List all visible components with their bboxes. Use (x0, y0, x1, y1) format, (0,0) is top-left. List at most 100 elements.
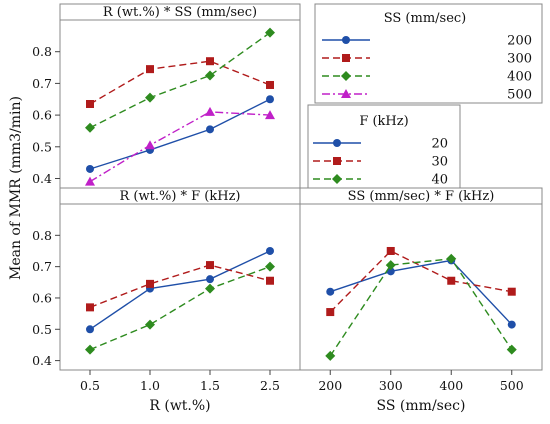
panel-bottom-right-series-30-point (507, 287, 516, 296)
legend-ss-entries: 200 300 400 500 (322, 34, 532, 103)
legend-ss-entry-label: 300 (507, 52, 532, 67)
panel-bottom-right-series-20-line (330, 259, 513, 326)
panel-bottom-left-series-group (85, 246, 275, 355)
panel-top-left-series-500-line (89, 111, 271, 183)
panel-bottom-right-frame (299, 187, 543, 371)
legend-ss-entry: 400 (322, 70, 532, 85)
panel-bottom-left-series-40-point (85, 344, 95, 355)
panel-bottom-left-ytick-label: 0.6 (32, 290, 52, 305)
panel-bottom-left-frame (59, 187, 301, 371)
panel-bottom-right-series-20-point (326, 287, 335, 296)
panel-top-left-series-200-point (86, 164, 94, 173)
panel-bottom-left-series-40-point (265, 261, 275, 272)
panel-bottom-left-series-20-line (89, 250, 271, 330)
panel-top-left-series-500-point (205, 106, 215, 116)
legend-f-box (307, 104, 461, 189)
panel-top-left-title: R (wt.%) * SS (mm/sec) (103, 5, 257, 20)
panel-bottom-right-series-40-point (385, 260, 396, 271)
y-axis-label: Mean of MMR (mm3/min) (8, 96, 24, 280)
legend-ss-entry: 200 (322, 34, 532, 49)
panel-bottom-right-series-40-line (329, 258, 513, 357)
legend-f-entry: 20 (313, 137, 448, 152)
panel-top-left-title-strip (59, 3, 301, 21)
legend-ss-entry-label: 500 (507, 88, 532, 103)
legend-ss-box (314, 3, 543, 104)
legend-ss-entry-marker (342, 36, 350, 44)
panel-top-left-series-400-point (205, 70, 215, 81)
panel-bottom-left-series-30-point (206, 261, 214, 270)
panel-bottom-left-series-30-line (89, 264, 271, 309)
panel-top-left-series-200-point (266, 95, 274, 104)
legend-ss-entry-marker (341, 89, 351, 98)
panel-bottom-right-series-30-point (386, 246, 395, 255)
panel-bottom-right-series-40-point (506, 344, 517, 355)
legend-ss: SS (mm/sec) 200 300 400 500 (314, 3, 543, 104)
panel-bottom-left-ytick-label: 0.4 (32, 353, 52, 368)
ticks-layer: 0.4 0.5 0.6 0.7 0.8 0.4 0.5 0.6 0.7 0.8 0.5 1.0 1.5 2… (32, 44, 524, 393)
panel-bottom-right-series-40-point (446, 253, 457, 264)
legend-f: F (kHz) 20 30 40 (307, 104, 461, 189)
panel-top-left-ytick-label: 0.6 (32, 108, 52, 123)
legend-f-entries: 20 30 40 (313, 137, 448, 188)
panel-bottom-right-series-40-point (325, 350, 336, 361)
panel-bottom-right-series-30-point (326, 308, 335, 317)
panel-bottom-left-xtick-label: 2.5 (260, 378, 280, 393)
legend-ss-title: SS (mm/sec) (384, 11, 467, 26)
panel-top-left-series-500-point (85, 176, 95, 186)
x-axis-label-right: SS (mm/sec) (377, 398, 466, 414)
panel-top-left-series-300-line (89, 60, 271, 105)
panel-bottom-right-xtick-label: 400 (439, 378, 463, 393)
panel-top-left-series-300-point (266, 80, 274, 89)
legend-ss-entry-marker (342, 54, 350, 62)
panel-bottom-left-series-30-point (146, 279, 154, 288)
panel-bottom-left-series-40-point (145, 319, 155, 330)
panel-bottom-right-xtick-label: 500 (500, 378, 524, 393)
legend-f-title: F (kHz) (359, 114, 408, 129)
panel-top-left-frame (59, 3, 301, 189)
panel-top-left-series-300-point (86, 100, 94, 108)
panel-top-left-ytick-label: 0.4 (32, 171, 52, 186)
panel-bottom-right-series-20-point (507, 320, 516, 329)
panel-bottom-left-ytick-label: 0.7 (32, 259, 52, 274)
panel-top-left-series-500-point (265, 110, 275, 120)
legend-ss-entry-marker (341, 71, 351, 81)
legend-f-entry: 40 (313, 173, 448, 188)
legend-ss-entry: 300 (322, 52, 532, 67)
panel-top-left-series-400-line (89, 32, 271, 129)
panel-top-left-series-400-point (265, 27, 275, 38)
panel-bottom-left-series-40-point (205, 283, 215, 294)
x-axis-label-left: R (wt.%) (149, 398, 210, 414)
panel-bottom-left-series-20-point (206, 275, 214, 284)
legend-f-entry-marker (333, 139, 341, 147)
panel-top-left-series-400-point (85, 122, 95, 133)
panel-bottom-left-series-30-point (266, 276, 274, 285)
panel-bottom-left-xtick-label: 0.5 (80, 378, 100, 393)
panel-top-left-series-200-point (206, 125, 214, 134)
panel-top-left-ytick-label: 0.8 (32, 44, 52, 59)
panel-bottom-left-ytick-label: 0.5 (32, 322, 52, 337)
panel-bottom-left-series-20-point (266, 246, 274, 255)
panel-bottom-left-title: R (wt.%) * F (kHz) (119, 189, 240, 204)
panel-bottom-right-title: SS (mm/sec) * F (kHz) (348, 189, 495, 204)
panel-top-left-ytick-label: 0.5 (32, 139, 52, 154)
legend-f-entry-label: 40 (431, 173, 448, 188)
series-layer (85, 27, 517, 361)
panel-bottom-left-series-30-point (86, 303, 94, 312)
panel-bottom-right-series-30-point (447, 276, 456, 285)
panel-bottom-left-xtick-label: 1.5 (200, 378, 220, 393)
panel-bottom-left-xtick-label: 1.0 (140, 378, 160, 393)
panel-top-left-series-200-line (89, 98, 271, 170)
panel-bottom-left-ytick-label: 0.8 (32, 228, 52, 243)
legend-ss-entry-label: 400 (507, 70, 532, 85)
panel-bottom-right-xtick-label: 200 (318, 378, 342, 393)
panel-bottom-left-series-40-line (89, 265, 271, 351)
panel-top-left-series-500-point (145, 140, 155, 150)
legend-ss-entry-label: 200 (507, 34, 532, 49)
panel-bottom-right-series-group (325, 246, 517, 361)
panel-top-left-series-300-point (206, 57, 214, 66)
panel-top-left-series-group (85, 27, 275, 186)
legend-f-entry-marker (332, 174, 342, 184)
legend-f-entry: 30 (313, 155, 448, 170)
